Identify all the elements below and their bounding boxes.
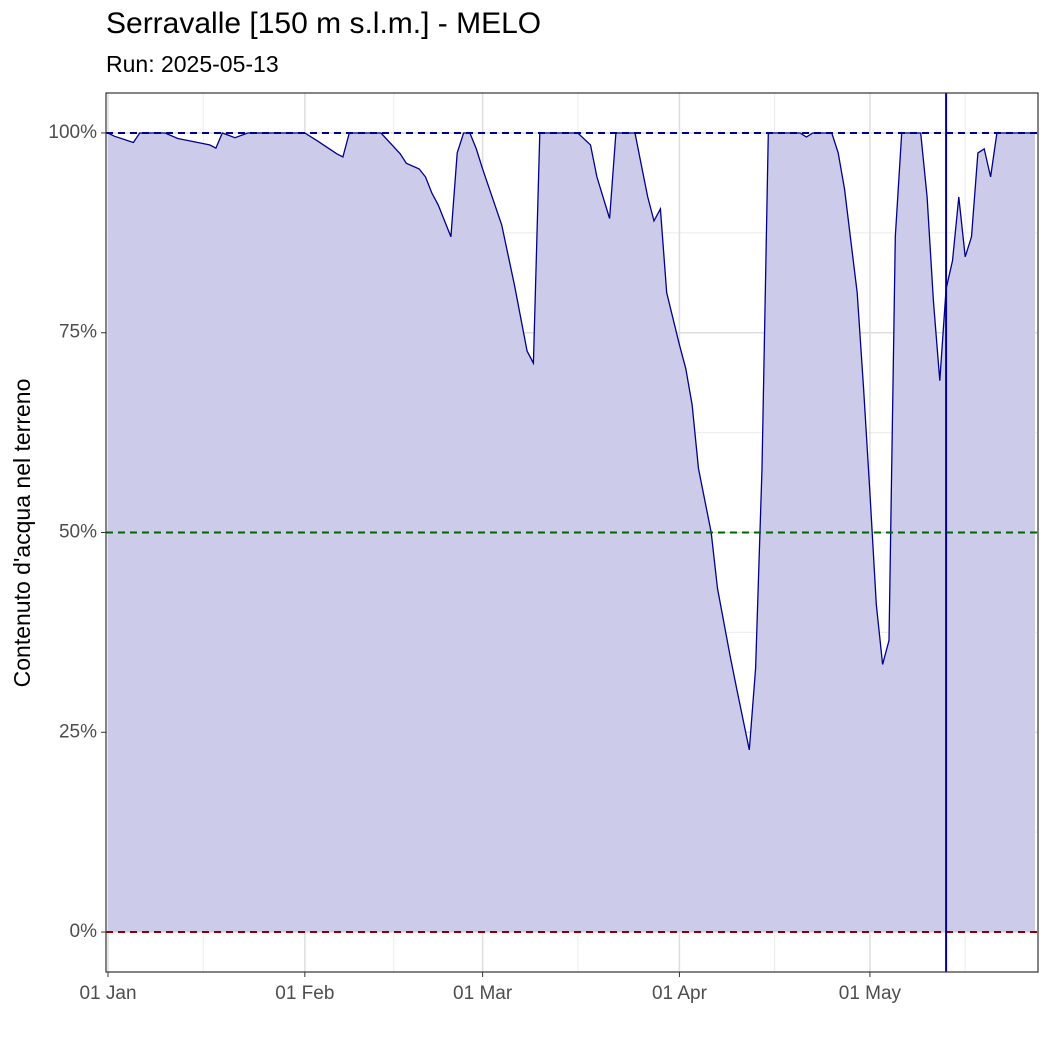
y-tick-label: 100% [48,122,97,143]
x-tick-label: 01 Apr [652,983,708,1004]
x-tick-label: 01 Feb [275,983,334,1004]
y-tick-label: 0% [70,921,98,942]
y-tick-label: 25% [59,721,97,742]
y-tick-label: 75% [59,322,97,343]
chart-subtitle: Run: 2025-05-13 [106,51,279,77]
y-axis-title: Contenuto d'acqua nel terreno [9,379,35,688]
x-tick-label: 01 Jan [79,983,136,1004]
y-tick-label: 50% [59,522,97,543]
chart-title: Serravalle [150 m s.l.m.] - MELO [106,7,541,40]
area-fill [108,133,1035,933]
x-tick-label: 01 Mar [453,983,513,1004]
plot-border [105,92,1039,973]
x-tick-label: 01 May [839,983,902,1004]
